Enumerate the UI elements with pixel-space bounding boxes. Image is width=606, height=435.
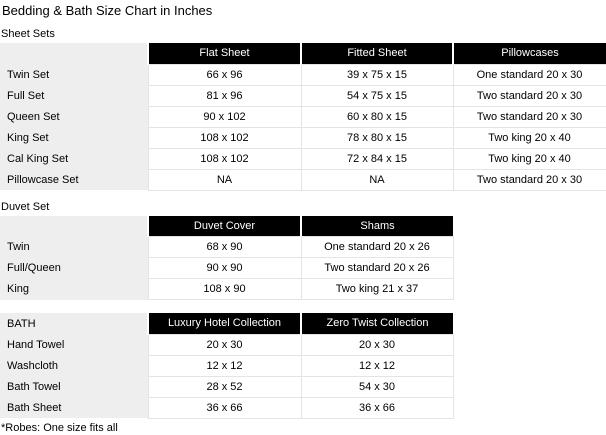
data-cell: 36 x 66: [300, 396, 454, 419]
data-cell: Two king 21 x 37: [300, 278, 454, 300]
section-label-duvet-set: Duvet Set: [1, 200, 50, 213]
table-row: Full/Queen 90 x 90 Two standard 20 x 26: [0, 257, 454, 279]
table-header-row: Flat Sheet Fitted Sheet Pillowcases: [0, 43, 606, 64]
table-row: Twin Set 66 x 96 39 x 75 x 15 One standa…: [0, 63, 606, 86]
sheet-sets-table: Flat Sheet Fitted Sheet Pillowcases Twin…: [0, 43, 606, 191]
data-cell: 20 x 30: [300, 333, 454, 356]
data-cell: 108 x 102: [147, 126, 302, 149]
data-cell: Two standard 20 x 30: [452, 105, 606, 128]
data-cell: Two king 20 x 40: [452, 147, 606, 170]
data-cell: 90 x 90: [147, 257, 302, 279]
row-label-cell: King: [0, 278, 148, 300]
row-label-cell: Full Set: [0, 85, 148, 106]
column-header-duvet-cover: Duvet Cover: [147, 215, 301, 237]
table-row: Bath Sheet 36 x 66 36 x 66: [0, 396, 454, 419]
column-header-fitted-sheet: Fitted Sheet: [300, 43, 453, 64]
data-cell: 66 x 96: [147, 63, 302, 86]
row-label-cell: Hand Towel: [0, 334, 148, 355]
section-label-sheet-sets: Sheet Sets: [1, 28, 55, 40]
table-row: Twin 68 x 90 One standard 20 x 26: [0, 236, 454, 258]
column-header-flat-sheet: Flat Sheet: [147, 43, 301, 64]
data-cell: 78 x 80 x 15: [300, 126, 454, 149]
size-chart-page: Bedding & Bath Size Chart in Inches Shee…: [0, 3, 606, 434]
table-row: Washcloth 12 x 12 12 x 12: [0, 354, 454, 377]
table-header-row: Duvet Cover Shams: [0, 215, 453, 237]
data-cell: 20 x 30: [147, 333, 302, 356]
row-label-cell: Bath Towel: [0, 376, 148, 397]
robes-footnote: *Robes: One size fits all: [1, 421, 118, 434]
data-cell: Two standard 20 x 30: [452, 168, 606, 191]
corner-cell: [0, 43, 148, 64]
row-label-cell: Pillowcase Set: [0, 169, 148, 190]
column-header-pillowcases: Pillowcases: [452, 43, 606, 64]
data-cell: 72 x 84 x 15: [300, 147, 454, 170]
row-label-cell: Cal King Set: [0, 148, 148, 169]
data-cell: 60 x 80 x 15: [300, 105, 454, 128]
data-cell: 39 x 75 x 15: [300, 63, 454, 86]
data-cell: 68 x 90: [147, 236, 302, 258]
data-cell: 108 x 102: [147, 147, 302, 170]
page-title: Bedding & Bath Size Chart in Inches: [2, 3, 213, 18]
corner-cell: [0, 215, 148, 237]
bath-table: BATH Luxury Hotel Collection Zero Twist …: [0, 313, 454, 419]
row-label-cell: Washcloth: [0, 355, 148, 376]
table-row: King Set 108 x 102 78 x 80 x 15 Two king…: [0, 126, 606, 149]
data-cell: One standard 20 x 30: [452, 63, 606, 86]
data-cell: 54 x 30: [300, 375, 454, 398]
table-row: Hand Towel 20 x 30 20 x 30: [0, 333, 454, 356]
data-cell: One standard 20 x 26: [300, 236, 454, 258]
column-header-zero-twist-collection: Zero Twist Collection: [300, 313, 453, 334]
row-label-cell: Queen Set: [0, 106, 148, 127]
column-header-luxury-hotel-collection: Luxury Hotel Collection: [147, 313, 301, 334]
data-cell: NA: [147, 168, 302, 191]
data-cell: 12 x 12: [147, 354, 302, 377]
data-cell: NA: [300, 168, 454, 191]
table-row: Bath Towel 28 x 52 54 x 30: [0, 375, 454, 398]
row-label-cell: Full/Queen: [0, 257, 148, 279]
table-row: King 108 x 90 Two king 21 x 37: [0, 278, 454, 300]
data-cell: 54 x 75 x 15: [300, 84, 454, 107]
row-label-cell: Twin: [0, 236, 148, 258]
table-row: Cal King Set 108 x 102 72 x 84 x 15 Two …: [0, 147, 606, 170]
data-cell: Two standard 20 x 30: [452, 84, 606, 107]
data-cell: 90 x 102: [147, 105, 302, 128]
column-header-shams: Shams: [300, 215, 453, 237]
table-row: Full Set 81 x 96 54 x 75 x 15 Two standa…: [0, 84, 606, 107]
data-cell: Two standard 20 x 26: [300, 257, 454, 279]
data-cell: 12 x 12: [300, 354, 454, 377]
data-cell: 36 x 66: [147, 396, 302, 419]
row-label-cell: King Set: [0, 127, 148, 148]
data-cell: 81 x 96: [147, 84, 302, 107]
data-cell: 28 x 52: [147, 375, 302, 398]
data-cell: 108 x 90: [147, 278, 302, 300]
row-label-cell: Twin Set: [0, 64, 148, 85]
duvet-set-table: Duvet Cover Shams Twin 68 x 90 One stand…: [0, 215, 454, 300]
table-row: Pillowcase Set NA NA Two standard 20 x 3…: [0, 168, 606, 191]
row-label-cell: Bath Sheet: [0, 397, 148, 418]
corner-cell-bath: BATH: [0, 313, 148, 334]
table-header-row: BATH Luxury Hotel Collection Zero Twist …: [0, 313, 453, 334]
data-cell: Two king 20 x 40: [452, 126, 606, 149]
table-row: Queen Set 90 x 102 60 x 80 x 15 Two stan…: [0, 105, 606, 128]
